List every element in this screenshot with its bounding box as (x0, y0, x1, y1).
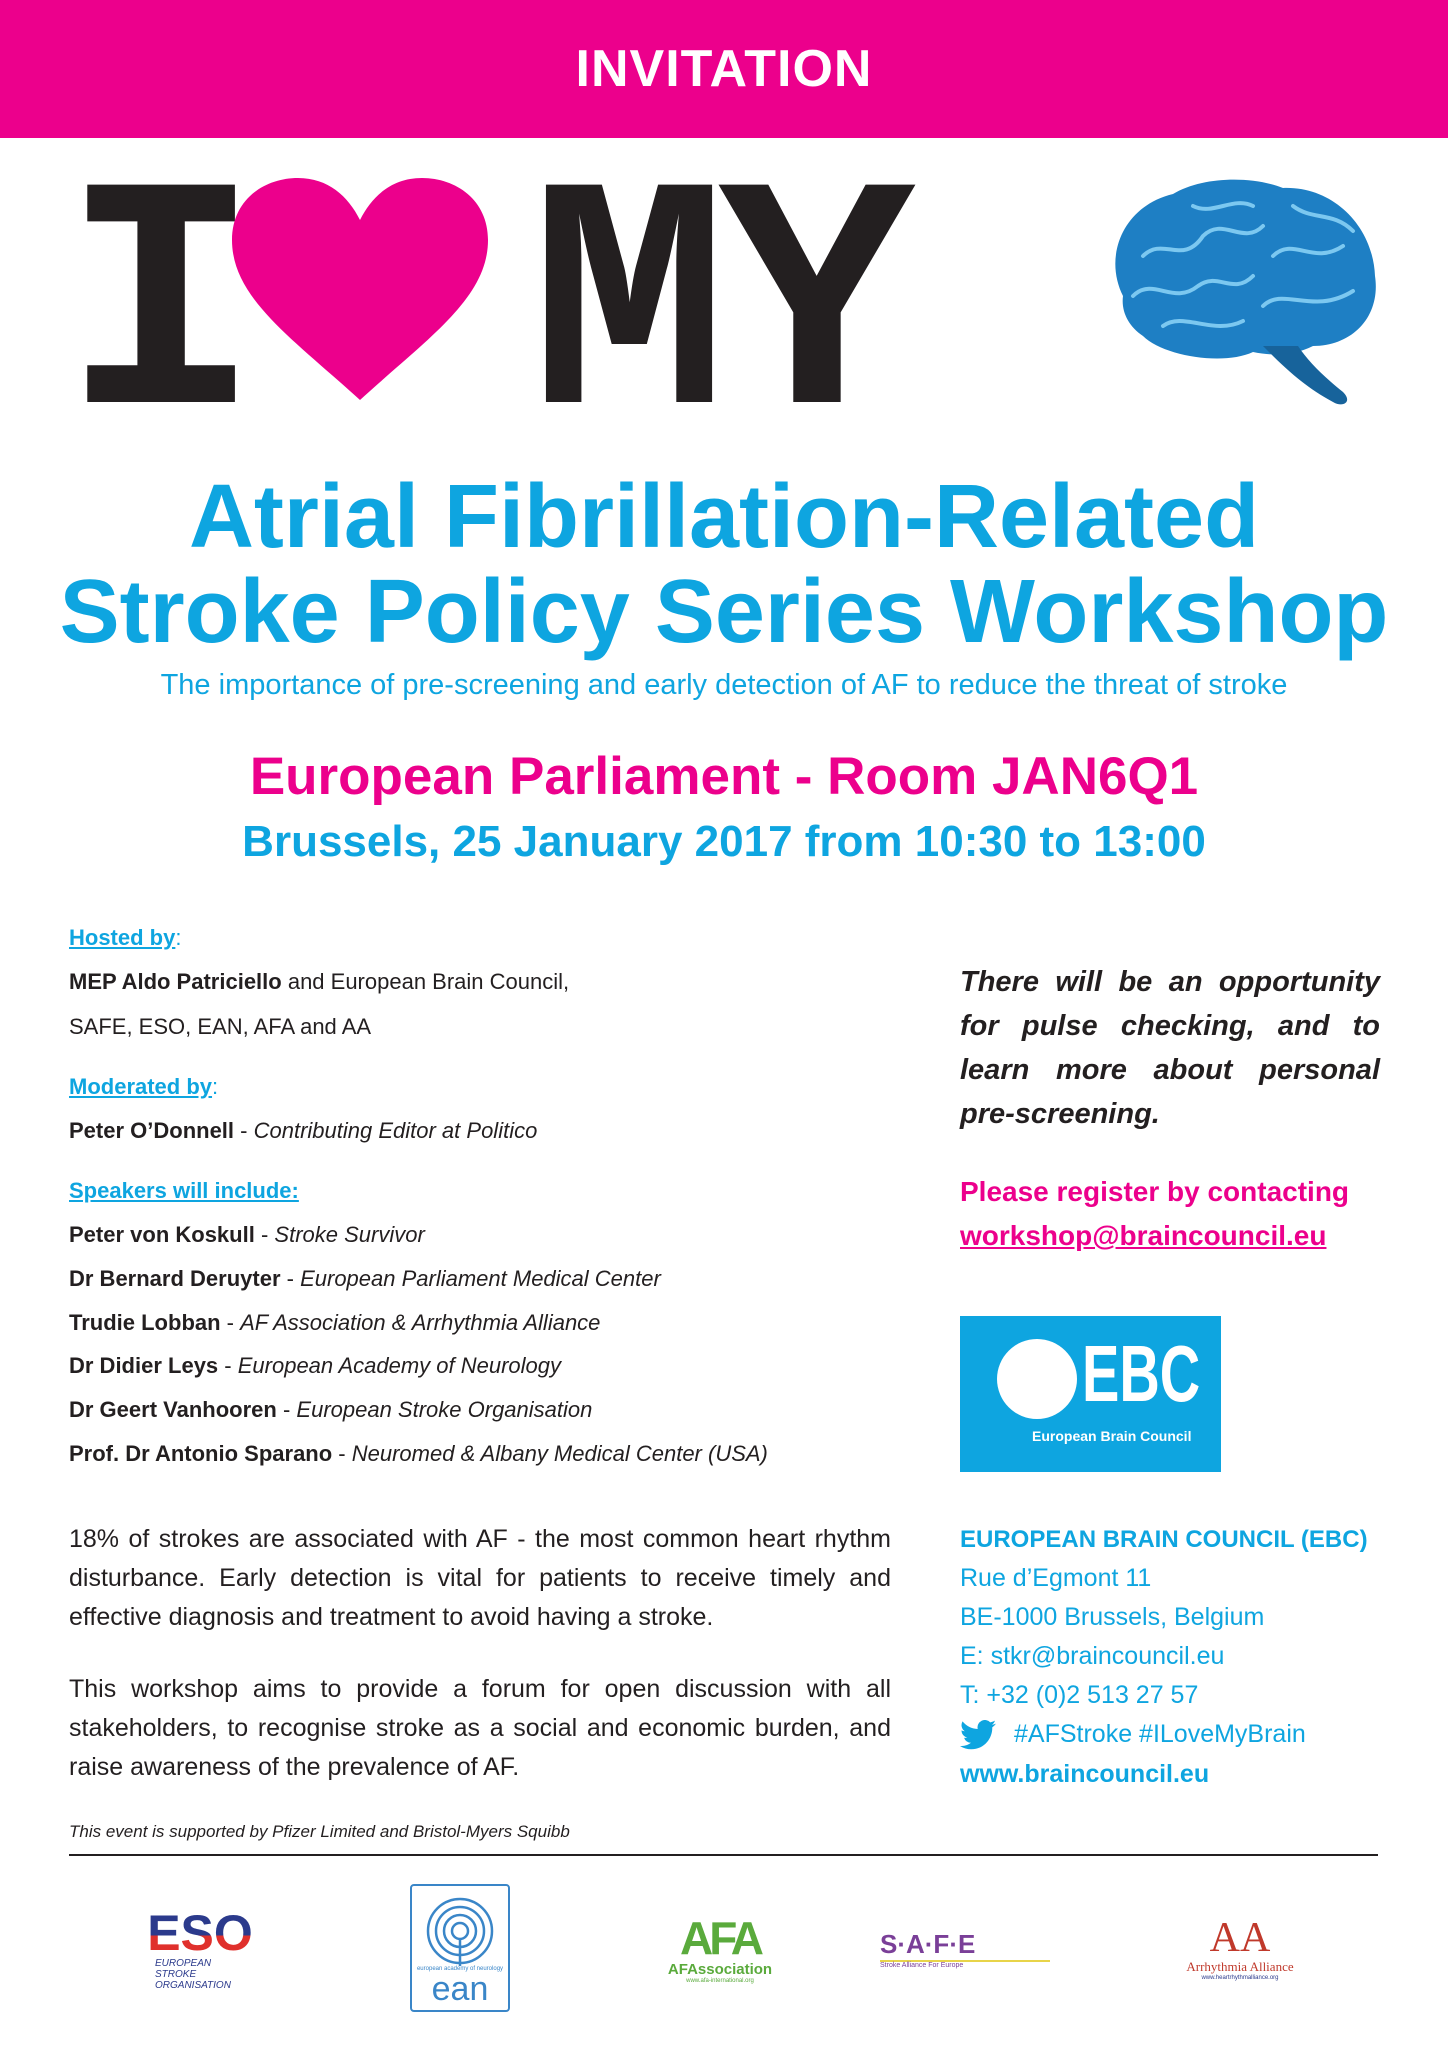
speaker-role: European Academy of Neurology (237, 1353, 561, 1378)
host-line2: SAFE, ESO, EAN, AFA and AA (69, 1014, 372, 1039)
safe-logo: S·A·F·E Stroke Alliance For Europe (880, 1887, 1060, 2011)
ebc-logo-name: European Brain Council (1032, 1428, 1192, 1444)
moderator-role: Contributing Editor at Politico (253, 1118, 538, 1143)
separator: - (218, 1353, 238, 1378)
divider (69, 1854, 1378, 1856)
eso-name: EUROPEAN STROKE ORGANISATION (155, 1957, 231, 1991)
afa-letters: AFA (680, 1911, 764, 1964)
speaker-name: Peter von Koskull (69, 1222, 255, 1247)
separator: - (280, 1266, 301, 1291)
aa-letters: AA (1209, 1915, 1271, 1961)
event-title-line1: Atrial Fibrillation-Related (188, 467, 1260, 567)
colon: : (175, 925, 182, 950)
speaker-item: Dr Didier Leys - European Academy of Neu… (69, 1355, 561, 1377)
register-email-link[interactable]: workshop@braincouncil.eu (960, 1220, 1327, 1251)
support-note: This event is supported by Pfizer Limite… (69, 1822, 570, 1841)
hero-letters-my: MY (530, 128, 916, 502)
hosted-heading: Hosted by (69, 925, 176, 950)
hashtags: #AFStroke #ILoveMyBrain (1014, 1720, 1306, 1748)
speaker-name: Trudie Lobban (69, 1310, 221, 1335)
ebc-email[interactable]: E: stkr@braincouncil.eu (960, 1642, 1225, 1670)
paragraph-af-stats: 18% of strokes are associated with AF - … (69, 1525, 891, 1631)
speaker-item: Dr Geert Vanhooren - European Stroke Org… (69, 1399, 592, 1421)
brain-icon (1115, 179, 1376, 405)
eso-letters: ESO (147, 1904, 253, 1961)
host-name: MEP Aldo Patriciello (69, 969, 282, 994)
speaker-item: Peter von Koskull - Stroke Survivor (69, 1224, 425, 1246)
ean-logo: european academy of neurology ean (410, 1884, 510, 2012)
safe-letters: S·A·F·E (880, 1929, 976, 1959)
speakers-heading: Speakers will include: (69, 1178, 299, 1203)
separator: - (234, 1118, 254, 1143)
hero-letter-i: I (62, 128, 260, 502)
afa-name: AFAssociation (667, 1960, 773, 1978)
ebc-logo: EBC European Brain Council (960, 1316, 1221, 1472)
speaker-name: Prof. Dr Antonio Sparano (69, 1441, 333, 1466)
opportunity-text: There will be an opportunity for pulse c… (960, 966, 1380, 1130)
arrhythmia-alliance-logo: AA Arrhythmia Alliance www.heartrhythmal… (1180, 1887, 1300, 2011)
ebc-website-link[interactable]: www.braincouncil.eu (960, 1760, 1210, 1788)
ean-letters: ean (431, 1970, 489, 2008)
ebc-twitter: #AFStroke #ILoveMyBrain (960, 1715, 1380, 1754)
ebc-address2: BE-1000 Brussels, Belgium (960, 1603, 1265, 1631)
ebc-logo-letters: EBC (1082, 1329, 1201, 1418)
event-datetime: Brussels, 25 January 2017 from 10:30 to … (242, 817, 1206, 866)
invitation-banner: INVITATION (0, 0, 1448, 138)
banner-title: INVITATION (575, 40, 873, 98)
speaker-role: European Parliament Medical Center (300, 1266, 661, 1291)
ebc-address1: Rue d’Egmont 11 (960, 1564, 1152, 1592)
separator: - (220, 1310, 241, 1335)
speaker-item: Dr Bernard Deruyter - European Parliamen… (69, 1268, 661, 1290)
colon: : (212, 1074, 219, 1099)
speaker-role: European Stroke Organisation (296, 1397, 593, 1422)
ebc-phone: T: +32 (0)2 513 27 57 (960, 1681, 1199, 1709)
afa-logo: AFA AFAssociation www.afa-international.… (650, 1887, 790, 2011)
moderator-name: Peter O’Donnell (69, 1118, 235, 1143)
ebc-name: EUROPEAN BRAIN COUNCIL (EBC) (960, 1526, 1368, 1553)
aa-name: Arrhythmia Alliance (1186, 1959, 1294, 1974)
ean-name: european academy of neurology (416, 1966, 504, 1972)
speaker-role: AF Association & Arrhythmia Alliance (240, 1310, 601, 1335)
speaker-item: Prof. Dr Antonio Sparano - Neuromed & Al… (69, 1443, 768, 1465)
host-rest: and European Brain Council, (281, 969, 570, 994)
speaker-name: Dr Bernard Deruyter (69, 1266, 281, 1291)
separator: - (254, 1222, 275, 1247)
moderated-heading: Moderated by (69, 1074, 213, 1099)
event-subtitle: The importance of pre-screening and earl… (160, 669, 1288, 701)
speaker-item: Trudie Lobban - AF Association & Arrhyth… (69, 1312, 600, 1334)
speaker-name: Dr Geert Vanhooren (69, 1397, 277, 1422)
moderator: Peter O’Donnell - Contributing Editor at… (69, 1120, 537, 1142)
brain-circle-icon (997, 1339, 1077, 1419)
twitter-icon (960, 1719, 996, 1749)
safe-line (880, 1960, 1050, 1962)
heart-icon (232, 178, 488, 400)
speaker-role: Neuromed & Albany Medical Center (USA) (351, 1441, 768, 1466)
speaker-name: Dr Didier Leys (69, 1353, 219, 1378)
speaker-role: Stroke Survivor (274, 1222, 425, 1247)
separator: - (276, 1397, 297, 1422)
event-title-line2: Stroke Policy Series Workshop (59, 562, 1389, 662)
register-text: Please register by contacting (960, 1176, 1350, 1207)
aa-url: www.heartrhythmalliance.org (1201, 1975, 1279, 1981)
safe-name: Stroke Alliance For Europe (880, 1962, 964, 1969)
event-venue: European Parliament - Room JAN6Q1 (249, 747, 1199, 806)
separator: - (332, 1441, 352, 1466)
eso-logo: ESO EUROPEAN STROKE ORGANISATION (145, 1887, 255, 2011)
paragraph-workshop-aims: This workshop aims to provide a forum fo… (69, 1675, 891, 1781)
afa-url: www.afa-international.org (686, 1977, 754, 1984)
labyrinth-icon (426, 1897, 494, 1966)
